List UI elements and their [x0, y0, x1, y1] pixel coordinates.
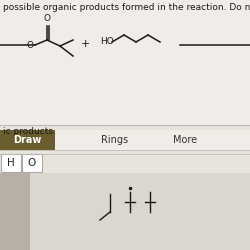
Text: ic products.: ic products.	[3, 127, 56, 136]
Text: O: O	[28, 158, 36, 168]
Text: H: H	[7, 158, 15, 168]
Text: Draw: Draw	[13, 135, 41, 145]
Text: O: O	[44, 14, 51, 23]
FancyBboxPatch shape	[0, 130, 250, 150]
FancyBboxPatch shape	[0, 173, 250, 250]
Text: HO: HO	[100, 38, 114, 46]
FancyBboxPatch shape	[0, 173, 30, 250]
Text: More: More	[173, 135, 197, 145]
FancyBboxPatch shape	[0, 130, 55, 150]
FancyBboxPatch shape	[1, 154, 21, 172]
Text: +: +	[80, 39, 90, 49]
FancyBboxPatch shape	[22, 154, 42, 172]
Text: O: O	[26, 42, 34, 50]
Text: Rings: Rings	[102, 135, 128, 145]
Text: possible organic products formed in the reaction. Do not dr: possible organic products formed in the …	[3, 3, 250, 12]
FancyBboxPatch shape	[0, 0, 250, 125]
